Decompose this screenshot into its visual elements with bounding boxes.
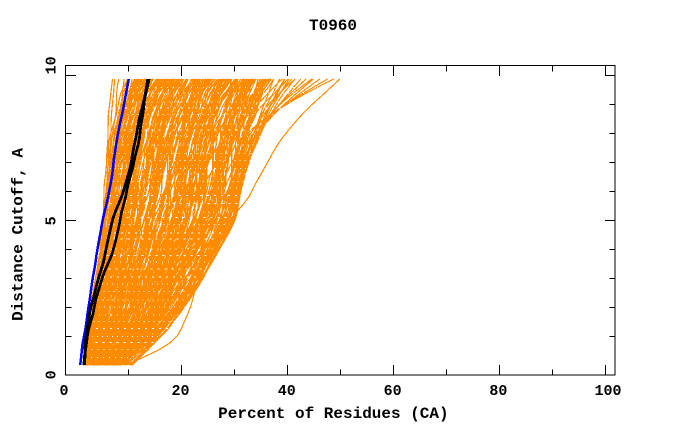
svg-text:0: 0 [59,383,68,400]
svg-text:0: 0 [44,370,61,379]
svg-text:40: 40 [278,383,296,400]
svg-text:10: 10 [44,56,61,74]
svg-text:Distance Cutoff, A: Distance Cutoff, A [10,148,28,321]
svg-text:20: 20 [171,383,189,400]
svg-text:T0960: T0960 [309,17,357,35]
svg-text:Percent of Residues (CA): Percent of Residues (CA) [218,405,448,423]
svg-text:100: 100 [594,383,621,400]
svg-text:60: 60 [384,383,402,400]
svg-text:80: 80 [489,383,507,400]
svg-text:5: 5 [44,216,61,225]
